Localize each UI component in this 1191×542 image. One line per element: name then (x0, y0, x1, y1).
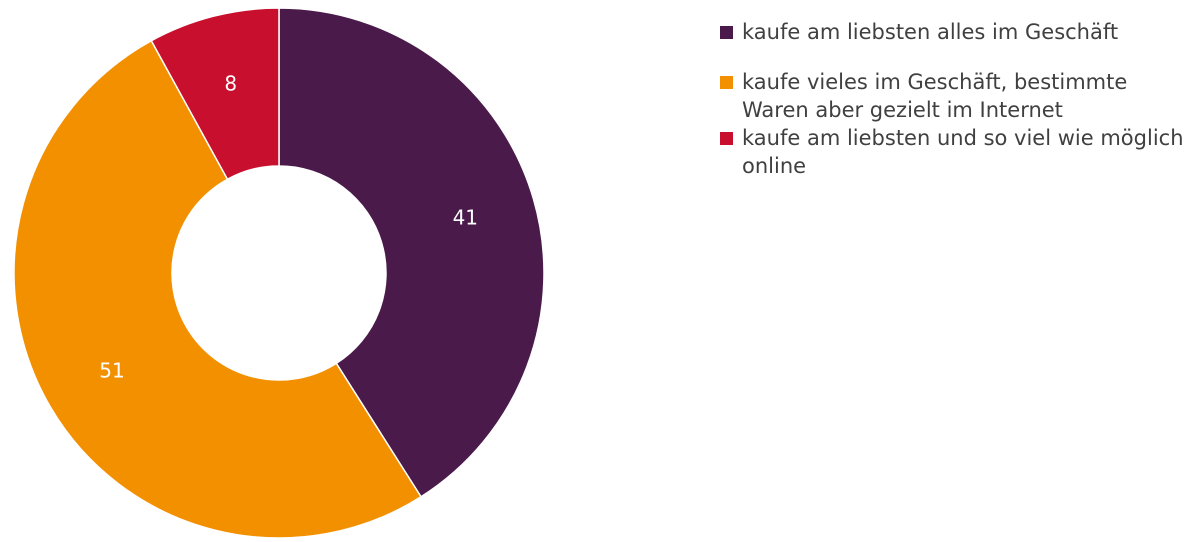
legend-swatch (720, 132, 733, 145)
legend-item: kaufe am liebsten und so viel wie möglic… (720, 124, 1190, 180)
donut-slice (278, 7, 545, 498)
legend-label: kaufe vieles im Geschäft, bestimmte Ware… (742, 70, 1128, 122)
legend-item: kaufe am liebsten alles im Geschäft (720, 18, 1190, 46)
legend-label: kaufe am liebsten alles im Geschäft (742, 20, 1119, 44)
legend-item: kaufe vieles im Geschäft, bestimmte Ware… (720, 68, 1190, 124)
legend: kaufe am liebsten alles im Geschäft kauf… (720, 18, 1190, 202)
slice-data-label: 8 (224, 72, 237, 96)
legend-swatch (720, 26, 733, 39)
donut-slice (150, 7, 280, 181)
donut-slice (13, 39, 423, 539)
slice-data-label: 51 (99, 358, 124, 382)
legend-label: kaufe am liebsten und so viel wie möglic… (742, 126, 1184, 178)
slice-data-label: 41 (453, 205, 478, 229)
legend-swatch (720, 76, 733, 89)
donut-data-labels: 41 51 8 (99, 72, 478, 383)
donut-slices (13, 7, 545, 539)
